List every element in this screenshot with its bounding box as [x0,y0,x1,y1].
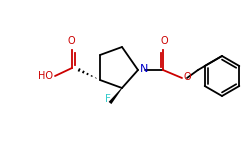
Text: O: O [183,72,191,82]
Text: HO: HO [38,71,53,81]
Text: N: N [140,64,148,74]
Text: F: F [105,94,111,104]
Text: O: O [67,36,75,46]
Polygon shape [109,88,122,104]
Text: O: O [160,36,168,46]
